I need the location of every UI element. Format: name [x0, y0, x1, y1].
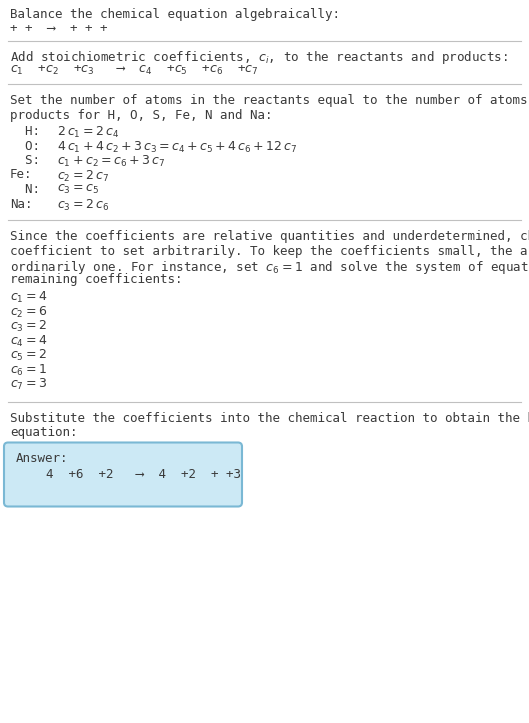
Text: $c_3 = 2$: $c_3 = 2$ — [10, 319, 47, 334]
Text: $c_4 = 4$: $c_4 = 4$ — [10, 333, 48, 348]
Text: Set the number of atoms in the reactants equal to the number of atoms in the: Set the number of atoms in the reactants… — [10, 94, 529, 107]
Text: + +  ⟶  + + +: + + ⟶ + + + — [10, 22, 107, 35]
Text: products for H, O, S, Fe, N and Na:: products for H, O, S, Fe, N and Na: — [10, 108, 272, 121]
Text: remaining coefficients:: remaining coefficients: — [10, 273, 183, 286]
Text: $c_1 + c_2 = c_6 + 3\,c_7$: $c_1 + c_2 = c_6 + 3\,c_7$ — [42, 154, 165, 169]
Text: H:: H: — [10, 125, 40, 138]
FancyBboxPatch shape — [4, 442, 242, 507]
Text: O:: O: — [10, 140, 40, 153]
Text: S:: S: — [10, 154, 40, 167]
Text: Fe:: Fe: — [10, 168, 32, 181]
Text: $c_3 = c_5$: $c_3 = c_5$ — [42, 183, 99, 196]
Text: $2\,c_1 = 2\,c_4$: $2\,c_1 = 2\,c_4$ — [42, 125, 119, 140]
Text: Since the coefficients are relative quantities and underdetermined, choose a: Since the coefficients are relative quan… — [10, 230, 529, 243]
Text: $4\,c_1 + 4\,c_2 + 3\,c_3 = c_4 + c_5 + 4\,c_6 + 12\,c_7$: $4\,c_1 + 4\,c_2 + 3\,c_3 = c_4 + c_5 + … — [42, 140, 297, 155]
Text: Answer:: Answer: — [16, 451, 68, 464]
Text: $c_2 = 2\,c_7$: $c_2 = 2\,c_7$ — [42, 168, 109, 184]
Text: equation:: equation: — [10, 426, 78, 439]
Text: $c_1 = 4$: $c_1 = 4$ — [10, 290, 48, 305]
Text: Add stoichiometric coefficients, $c_i$, to the reactants and products:: Add stoichiometric coefficients, $c_i$, … — [10, 49, 508, 66]
Text: coefficient to set arbitrarily. To keep the coefficients small, the arbitrary va: coefficient to set arbitrarily. To keep … — [10, 244, 529, 257]
Text: $c_1$  +$c_2$  +$c_3$   ⟶  $c_4$  +$c_5$  +$c_6$  +$c_7$: $c_1$ +$c_2$ +$c_3$ ⟶ $c_4$ +$c_5$ +$c_6… — [10, 64, 259, 77]
Text: N:: N: — [10, 183, 40, 196]
Text: Balance the chemical equation algebraically:: Balance the chemical equation algebraica… — [10, 8, 340, 21]
Text: Na:: Na: — [10, 197, 32, 210]
Text: $c_5 = 2$: $c_5 = 2$ — [10, 348, 47, 363]
Text: ordinarily one. For instance, set $c_6 = 1$ and solve the system of equations fo: ordinarily one. For instance, set $c_6 =… — [10, 259, 529, 276]
Text: Substitute the coefficients into the chemical reaction to obtain the balanced: Substitute the coefficients into the che… — [10, 411, 529, 424]
Text: $c_3 = 2\,c_6$: $c_3 = 2\,c_6$ — [42, 197, 109, 213]
Text: $c_7 = 3$: $c_7 = 3$ — [10, 377, 47, 392]
Text: $c_6 = 1$: $c_6 = 1$ — [10, 362, 47, 377]
Text: 4  +6  +2   ⟶  4  +2  + +3: 4 +6 +2 ⟶ 4 +2 + +3 — [16, 468, 249, 481]
Text: $c_2 = 6$: $c_2 = 6$ — [10, 304, 47, 320]
